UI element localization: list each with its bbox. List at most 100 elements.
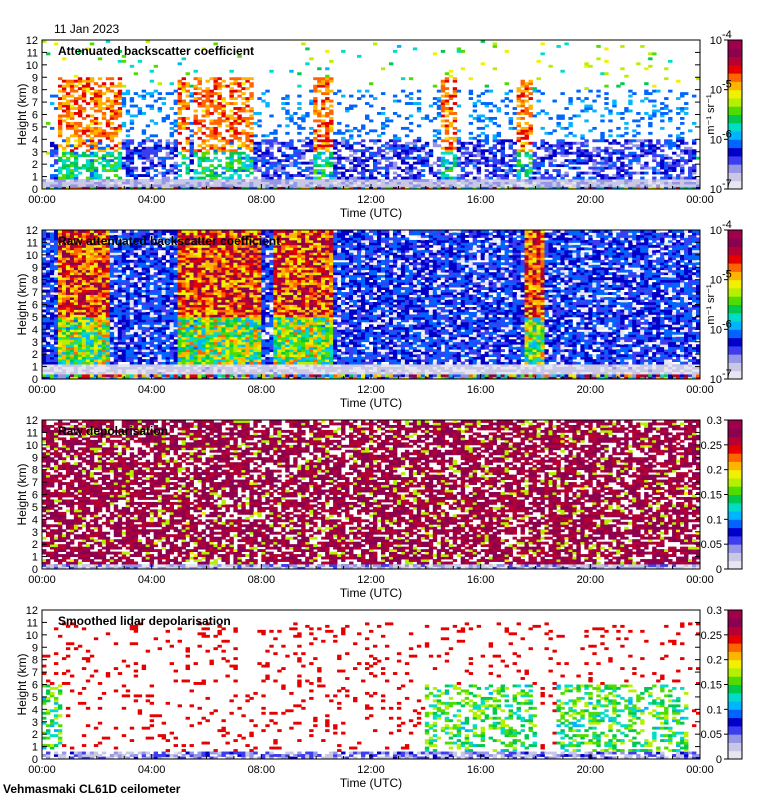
heatmap-cell <box>449 169 453 172</box>
heatmap-cell <box>501 182 505 185</box>
heatmap-cell <box>66 287 70 290</box>
heatmap-cell <box>233 159 237 162</box>
heatmap-cell <box>86 354 90 357</box>
heatmap-cell <box>477 119 481 122</box>
heatmap-cell <box>249 179 253 182</box>
heatmap-cell <box>118 292 122 295</box>
heatmap-cell <box>102 182 106 185</box>
heatmap-cell <box>106 100 110 103</box>
heatmap-cell <box>142 260 146 263</box>
heatmap-cell <box>114 324 118 327</box>
heatmap-cell <box>253 134 257 137</box>
heatmap-cell <box>102 154 106 157</box>
heatmap-cell <box>493 152 497 155</box>
heatmap-cell <box>525 172 529 175</box>
heatmap-cell <box>245 87 249 90</box>
heatmap-cell <box>182 87 186 90</box>
heatmap-cell <box>90 275 94 278</box>
heatmap-cell <box>461 67 465 70</box>
heatmap-cell <box>505 92 509 95</box>
heatmap-cell <box>337 132 341 135</box>
heatmap-cell <box>134 149 138 152</box>
heatmap-cell <box>62 177 66 180</box>
heatmap-cell <box>265 159 269 162</box>
heatmap-cell <box>656 90 660 93</box>
heatmap-cell <box>373 182 377 185</box>
heatmap-cell <box>98 184 102 187</box>
heatmap-cell <box>369 119 373 122</box>
heatmap-cell <box>648 132 652 135</box>
heatmap-cell <box>213 177 217 180</box>
heatmap-cell <box>118 337 122 340</box>
heatmap-cell <box>369 169 373 172</box>
heatmap-cell <box>138 327 142 330</box>
heatmap-cell <box>78 339 82 342</box>
heatmap-cell <box>397 179 401 182</box>
heatmap-cell <box>249 117 253 120</box>
heatmap-cell <box>102 374 106 377</box>
heatmap-cell <box>110 297 114 300</box>
heatmap-cell <box>206 90 210 93</box>
heatmap-cell <box>174 100 178 103</box>
heatmap-cell <box>138 152 142 155</box>
heatmap-cell <box>118 312 122 315</box>
heatmap-cell <box>62 359 66 362</box>
heatmap-cell <box>66 265 70 268</box>
heatmap-cell <box>552 152 556 155</box>
heatmap-cell <box>572 134 576 137</box>
heatmap-cell <box>126 255 130 258</box>
heatmap-cell <box>221 172 225 175</box>
heatmap-cell <box>62 280 66 283</box>
heatmap-cell <box>138 344 142 347</box>
heatmap-cell <box>489 119 493 122</box>
heatmap-cell <box>106 287 110 290</box>
heatmap-cell <box>94 287 98 290</box>
heatmap-cell <box>333 152 337 155</box>
heatmap-cell <box>473 177 477 180</box>
heatmap-cell <box>50 347 54 350</box>
heatmap-cell <box>265 167 269 170</box>
heatmap-cell <box>600 177 604 180</box>
heatmap-cell <box>329 129 333 132</box>
heatmap-cell <box>86 349 90 352</box>
heatmap-cell <box>170 179 174 182</box>
heatmap-cell <box>461 142 465 145</box>
heatmap-cell <box>465 162 469 165</box>
heatmap-cell <box>517 112 521 115</box>
heatmap-cell <box>122 332 126 335</box>
heatmap-cell <box>313 107 317 110</box>
heatmap-cell <box>568 179 572 182</box>
heatmap-cell <box>660 162 664 165</box>
heatmap-cell <box>114 127 118 130</box>
heatmap-cell <box>409 179 413 182</box>
heatmap-cell <box>521 100 525 103</box>
heatmap-cell <box>680 92 684 95</box>
heatmap-cell <box>373 42 377 45</box>
heatmap-cell <box>588 65 592 68</box>
heatmap-cell <box>90 250 94 253</box>
heatmap-cell <box>90 267 94 270</box>
heatmap-cell <box>102 107 106 110</box>
heatmap-cell <box>453 117 457 120</box>
heatmap-cell <box>441 87 445 90</box>
heatmap-cell <box>58 342 62 345</box>
heatmap-cell <box>656 110 660 113</box>
heatmap-cell <box>501 179 505 182</box>
heatmap-cell <box>349 105 353 108</box>
heatmap-cell <box>58 159 62 162</box>
heatmap-cell <box>94 332 98 335</box>
heatmap-cell <box>357 149 361 152</box>
heatmap-cell <box>86 295 90 298</box>
heatmap-cell <box>333 142 337 145</box>
heatmap-cell <box>178 85 182 88</box>
heatmap-cell <box>548 179 552 182</box>
heatmap-cell <box>82 349 86 352</box>
heatmap-cell <box>182 127 186 130</box>
heatmap-cell <box>245 144 249 147</box>
heatmap-cell <box>90 352 94 355</box>
heatmap-cell <box>537 169 541 172</box>
heatmap-cell <box>265 142 269 145</box>
heatmap-cell <box>138 352 142 355</box>
heatmap-cell <box>94 300 98 303</box>
heatmap-cell <box>209 95 213 98</box>
